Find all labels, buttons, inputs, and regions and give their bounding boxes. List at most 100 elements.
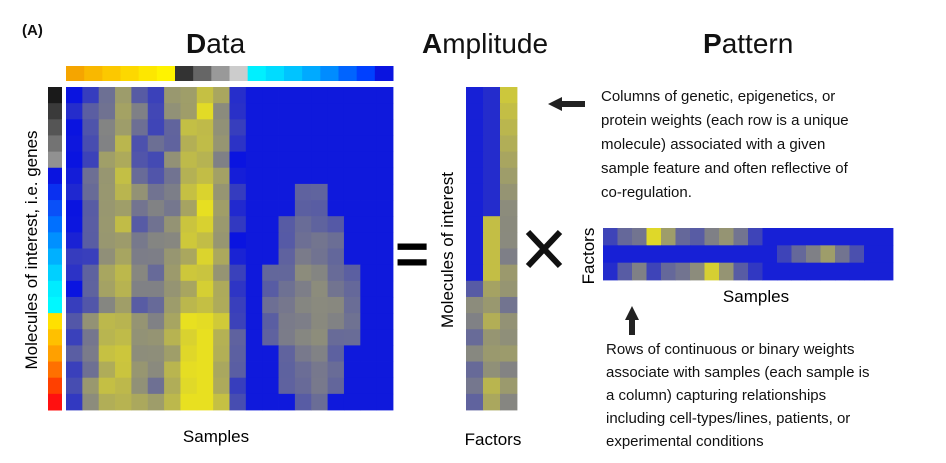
amplitude-heatmap-cell xyxy=(466,232,484,249)
data-heatmap-cell xyxy=(245,151,263,169)
gene-colorbar-cell xyxy=(48,345,62,363)
note-line: including cell-types/lines, patients, or xyxy=(606,410,850,427)
data-heatmap-cell xyxy=(376,103,394,120)
data-heatmap-cell xyxy=(360,135,378,152)
data-heatmap-cell xyxy=(327,183,345,201)
data-heatmap-cell xyxy=(360,167,378,185)
data-heatmap-cell xyxy=(213,200,230,217)
data-heatmap-cell xyxy=(360,151,378,169)
data-heatmap-cell xyxy=(196,280,214,298)
data-heatmap-cell xyxy=(147,103,165,120)
amplitude-heatmap-cell xyxy=(483,345,501,362)
data-heatmap-cell xyxy=(262,345,279,362)
data-heatmap-cell xyxy=(343,377,361,395)
data-heatmap-cell xyxy=(213,393,230,411)
data-heatmap-cell xyxy=(98,167,116,185)
data-heatmap-cell xyxy=(262,151,279,169)
data-heatmap-cell xyxy=(327,329,345,346)
data-heatmap-cell xyxy=(376,216,394,233)
data-heatmap-cell xyxy=(196,167,214,185)
data-heatmap-cell xyxy=(262,393,279,411)
data-heatmap-cell xyxy=(229,167,247,185)
data-heatmap-cell xyxy=(262,361,279,379)
data-heatmap-cell xyxy=(376,361,394,379)
pattern-heatmap-cell xyxy=(849,262,865,281)
data-heatmap-cell xyxy=(245,361,263,379)
data-heatmap-cell xyxy=(98,103,116,120)
amplitude-heatmap-cell xyxy=(483,183,501,201)
data-heatmap-cell xyxy=(229,377,247,395)
data-heatmap-cell xyxy=(294,345,312,362)
data-heatmap-cell xyxy=(180,296,198,314)
data-heatmap-cell xyxy=(343,361,361,379)
data-heatmap-cell xyxy=(196,296,214,314)
data-heatmap-cell xyxy=(294,313,312,330)
data-heatmap-cell xyxy=(327,135,345,152)
pattern-heatmap-cell xyxy=(806,245,821,264)
data-heatmap-cell xyxy=(229,345,247,362)
data-heatmap-cell xyxy=(360,393,378,411)
amplitude-heatmap-cell xyxy=(500,329,518,346)
amplitude-heatmap-cell xyxy=(500,167,518,185)
data-heatmap-cell xyxy=(115,87,132,104)
sample-colorbar-cell xyxy=(120,66,140,81)
gene-colorbar-cell xyxy=(48,313,62,330)
data-heatmap-cell xyxy=(327,232,345,249)
data-heatmap-cell xyxy=(180,393,198,411)
data-heatmap-cell xyxy=(229,296,247,314)
data-heatmap-cell xyxy=(360,313,378,330)
data-heatmap-cell xyxy=(327,103,345,120)
data-y-label: Molecules of interest, i.e. genes xyxy=(22,130,41,369)
data-heatmap-cell xyxy=(278,329,296,346)
pattern-heatmap-cell xyxy=(878,228,894,246)
data-heatmap-cell xyxy=(294,361,312,379)
data-heatmap-cell xyxy=(294,264,312,282)
data-heatmap-cell xyxy=(213,361,230,379)
data-heatmap-cell xyxy=(180,377,198,395)
pattern-heatmap-cell xyxy=(617,262,633,281)
data-heatmap-cell xyxy=(115,103,132,120)
sample-colorbar-cell xyxy=(284,66,303,81)
data-heatmap-cell xyxy=(180,135,198,152)
data-heatmap-cell xyxy=(245,87,263,104)
data-heatmap-cell xyxy=(98,216,116,233)
data-heatmap-cell xyxy=(229,232,247,249)
data-heatmap-cell xyxy=(98,296,116,314)
data-heatmap-cell xyxy=(327,313,345,330)
data-heatmap-cell xyxy=(343,329,361,346)
data-heatmap-cell xyxy=(229,280,247,298)
pattern-heatmap-cell xyxy=(878,262,894,281)
pattern-heatmap-cell xyxy=(864,245,879,264)
pattern-heatmap-cell xyxy=(806,262,821,281)
data-heatmap-cell xyxy=(164,151,181,169)
data-heatmap-cell xyxy=(82,87,100,104)
data-heatmap-cell xyxy=(343,87,361,104)
data-heatmap-cell xyxy=(164,216,181,233)
pattern-heatmap-cell xyxy=(820,245,836,264)
gene-colorbar-cell xyxy=(48,103,62,120)
data-heatmap-cell xyxy=(82,232,100,249)
data-heatmap-cell xyxy=(196,151,214,169)
data-heatmap-cell xyxy=(229,248,247,266)
pattern-heatmap-cell xyxy=(762,245,778,264)
data-heatmap-cell xyxy=(82,103,100,120)
data-heatmap-cell xyxy=(245,183,263,201)
data-heatmap-cell xyxy=(245,232,263,249)
data-heatmap-cell xyxy=(196,248,214,266)
data-heatmap-cell xyxy=(245,103,263,120)
data-heatmap-cell xyxy=(66,183,83,201)
data-heatmap-cell xyxy=(360,119,378,136)
data-heatmap-cell xyxy=(82,377,100,395)
data-heatmap-cell xyxy=(131,264,149,282)
data-heatmap-cell xyxy=(164,313,181,330)
data-heatmap-cell xyxy=(147,87,165,104)
data-heatmap-cell xyxy=(245,345,263,362)
gene-colorbar-cell xyxy=(48,232,62,249)
data-heatmap-cell xyxy=(311,280,328,298)
data-heatmap-cell xyxy=(229,87,247,104)
data-heatmap-cell xyxy=(262,280,279,298)
data-heatmap-cell xyxy=(66,103,83,120)
sample-colorbar-cell xyxy=(338,66,358,81)
pattern-heatmap-cell xyxy=(835,228,850,246)
amplitude-heatmap-cell xyxy=(500,361,518,379)
